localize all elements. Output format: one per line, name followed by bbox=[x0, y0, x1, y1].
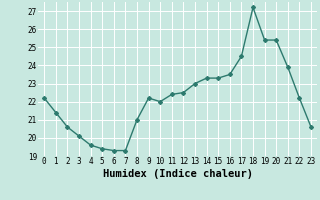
X-axis label: Humidex (Indice chaleur): Humidex (Indice chaleur) bbox=[103, 169, 252, 179]
